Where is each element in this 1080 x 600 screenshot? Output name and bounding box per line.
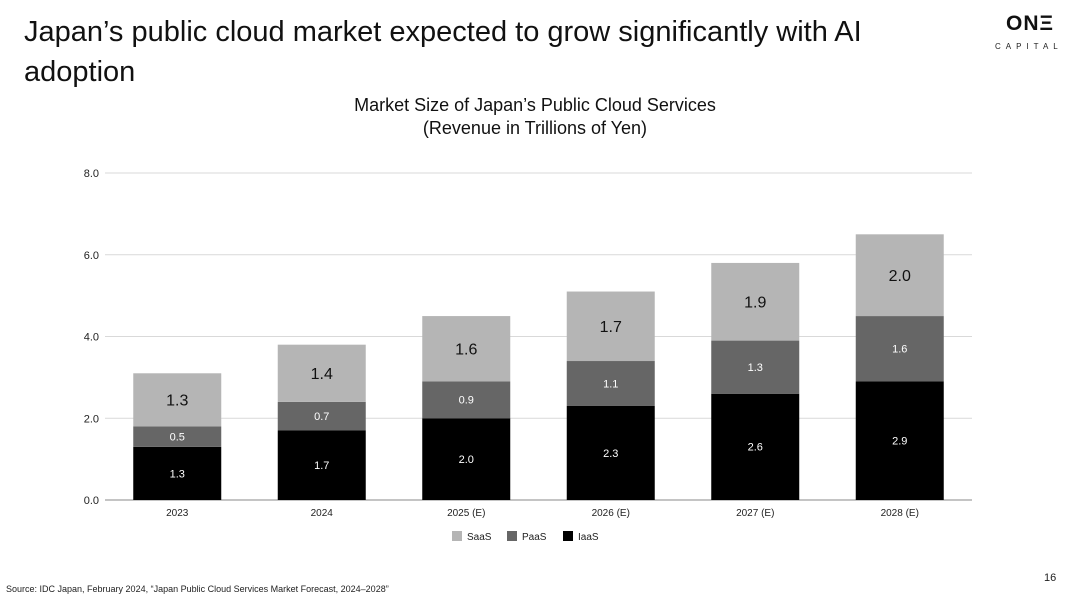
bar-saas <box>855 234 944 317</box>
bar-saas <box>566 291 655 362</box>
legend-label: SaaS <box>467 532 492 543</box>
chart-subtitle: (Revenue in Trillions of Yen) <box>422 118 648 138</box>
data-label-paas: 0.7 <box>314 411 329 423</box>
bar-iaas <box>711 393 800 500</box>
logo-wordmark: ONΞ <box>1005 12 1054 35</box>
data-label-iaas: 1.7 <box>314 460 329 472</box>
y-tick-label: 8.0 <box>84 168 99 180</box>
legend-swatch <box>563 531 573 541</box>
logo-subtext: CAPITAL <box>995 42 1063 51</box>
data-label-saas: 1.4 <box>311 366 333 383</box>
legend-label: IaaS <box>578 532 599 543</box>
data-label-saas: 1.9 <box>744 294 766 311</box>
bar-iaas <box>422 418 511 500</box>
bar-paas <box>133 426 222 447</box>
legend-label: PaaS <box>522 532 547 543</box>
bar-iaas <box>566 405 655 500</box>
legend-swatch <box>507 531 517 541</box>
x-tick-label: 2027 (E) <box>736 508 774 519</box>
x-tick-label: 2028 (E) <box>881 508 919 519</box>
bar-saas <box>422 316 511 382</box>
bar-saas <box>277 344 366 402</box>
one-capital-logo: ONΞ CAPITAL <box>995 12 1077 56</box>
bar-paas <box>711 340 800 394</box>
data-label-paas: 0.9 <box>459 395 474 407</box>
x-tick-label: 2024 <box>311 508 334 519</box>
data-label-saas: 1.7 <box>600 319 622 336</box>
bar-paas <box>855 316 944 382</box>
data-label-paas: 1.6 <box>892 344 907 356</box>
y-tick-label: 6.0 <box>84 250 99 262</box>
x-tick-label: 2025 (E) <box>447 508 485 519</box>
page-number: 16 <box>1044 572 1057 584</box>
chart-title: Market Size of Japan’s Public Cloud Serv… <box>354 95 716 115</box>
bar-paas <box>277 401 366 431</box>
data-label-iaas: 2.6 <box>748 442 763 454</box>
bar-saas <box>133 373 222 427</box>
data-label-iaas: 2.9 <box>892 436 907 448</box>
data-label-paas: 0.5 <box>170 431 185 443</box>
x-tick-label: 2026 (E) <box>592 508 630 519</box>
bar-iaas <box>133 446 222 500</box>
legend-swatch <box>452 531 462 541</box>
x-tick-label: 2023 <box>166 508 189 519</box>
data-label-saas: 2.0 <box>889 268 911 285</box>
data-label-paas: 1.1 <box>603 378 618 390</box>
data-label-saas: 1.3 <box>166 392 188 409</box>
bar-paas <box>422 381 511 419</box>
bar-saas <box>711 262 800 341</box>
source-note: Source: IDC Japan, February 2024, “Japan… <box>6 584 389 594</box>
chart-title-block: Market Size of Japan’s Public Cloud Serv… <box>285 94 785 140</box>
data-label-paas: 1.3 <box>748 362 763 374</box>
data-label-iaas: 2.0 <box>459 454 474 466</box>
bar-paas <box>566 361 655 406</box>
bar-iaas <box>277 430 366 500</box>
bar-iaas <box>855 381 944 500</box>
y-tick-label: 2.0 <box>84 413 99 425</box>
data-label-iaas: 2.3 <box>603 448 618 460</box>
y-tick-label: 4.0 <box>84 332 99 344</box>
y-tick-label: 0.0 <box>84 495 99 507</box>
page-title: Japan’s public cloud market expected to … <box>24 16 862 88</box>
data-label-saas: 1.6 <box>455 341 477 358</box>
data-label-iaas: 1.3 <box>170 468 185 480</box>
